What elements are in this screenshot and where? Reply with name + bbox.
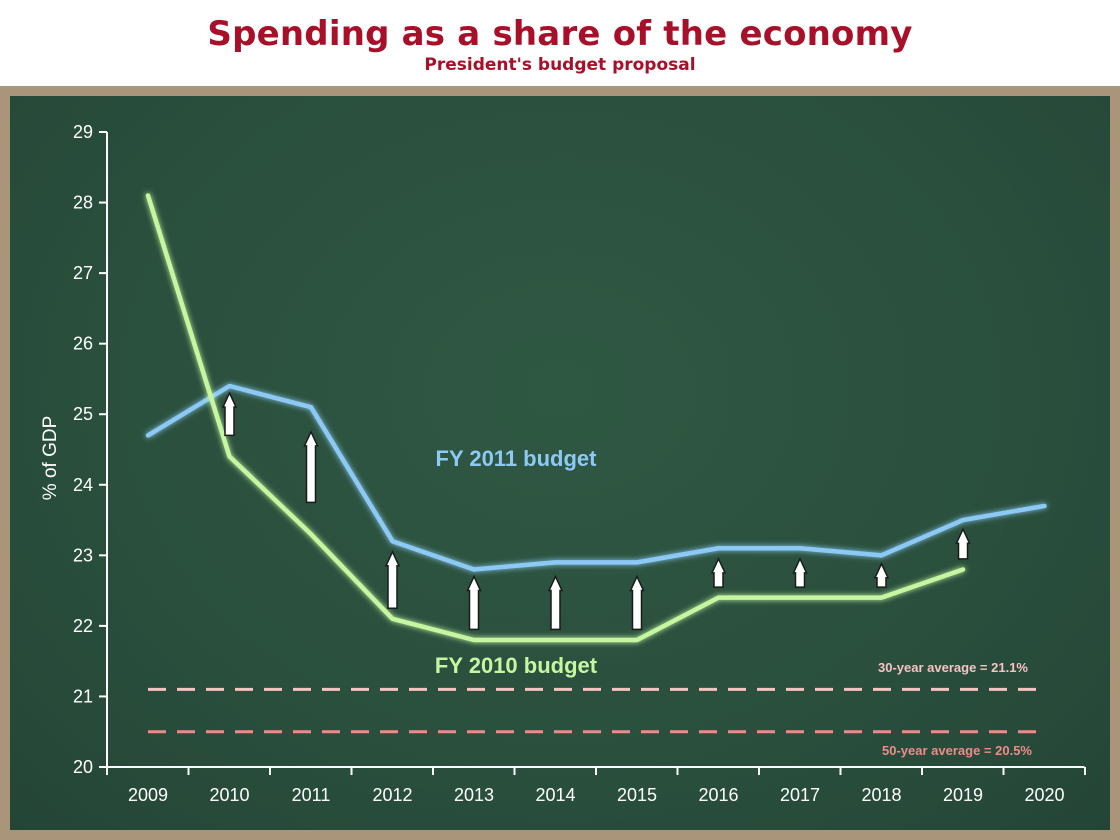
y-tick-label: 26 xyxy=(73,334,93,354)
series-label-fy2010: FY 2010 budget xyxy=(435,653,598,678)
chart-title: Spending as a share of the economy xyxy=(207,14,913,54)
chart-axes: 20 21 22 23 24 25 26 27 28 29 2009 2010 2011 2012 2013… xyxy=(73,122,1086,805)
series-point xyxy=(391,539,394,543)
y-tick-label: 27 xyxy=(73,263,93,283)
y-tick-label: 22 xyxy=(73,616,93,636)
series-point xyxy=(880,596,883,600)
x-tick-label: 2012 xyxy=(372,785,412,805)
up-arrow-icon xyxy=(629,574,645,631)
x-tick-label: 2013 xyxy=(454,785,494,805)
x-tick-label: 2015 xyxy=(617,785,657,805)
series-point xyxy=(635,560,639,564)
up-arrow-icon xyxy=(955,527,971,560)
avg-50-label: 50-year average = 20.5% xyxy=(882,743,1032,758)
up-arrow-icon xyxy=(466,574,482,631)
chart-subtitle: President's budget proposal xyxy=(424,55,696,75)
x-tick-label: 2010 xyxy=(209,785,249,805)
up-arrow-icon xyxy=(710,557,727,588)
series-labels: % of GDP FY 2011 budget FY 2010 budget 3… xyxy=(40,416,1032,758)
up-arrow-icon xyxy=(303,430,319,504)
series-line-fy2010 xyxy=(145,193,966,643)
series-point xyxy=(554,560,557,564)
series-point xyxy=(961,567,965,571)
up-arrow-icon xyxy=(547,574,564,631)
series-point xyxy=(228,455,231,459)
change-arrows xyxy=(221,391,971,631)
series-point xyxy=(717,546,720,550)
reference-lines xyxy=(148,687,1045,734)
series-point xyxy=(472,638,476,642)
series-point xyxy=(309,532,313,536)
chalkboard xyxy=(10,96,1110,830)
series-point xyxy=(146,433,150,437)
series-point xyxy=(472,567,476,571)
up-arrow-icon xyxy=(873,562,890,588)
up-arrow-icon xyxy=(384,550,401,609)
series-lines xyxy=(145,193,1047,643)
series-point xyxy=(961,518,965,522)
y-tick-label: 20 xyxy=(73,757,93,777)
x-tick-label: 2009 xyxy=(128,785,168,805)
avg-30-label: 30-year average = 21.1% xyxy=(878,660,1028,675)
chalkboard-frame xyxy=(0,86,1120,840)
series-point xyxy=(798,546,802,550)
series-point xyxy=(880,553,883,557)
series-point xyxy=(391,617,394,621)
series-point xyxy=(635,638,639,642)
chart-header: Spending as a share of the economy Presi… xyxy=(0,0,1120,86)
y-axis-title: % of GDP xyxy=(40,416,61,500)
x-tick-label: 2020 xyxy=(1024,785,1064,805)
x-tick-label: 2018 xyxy=(861,785,901,805)
series-point xyxy=(554,638,557,642)
y-tick-label: 21 xyxy=(73,686,93,706)
series-point xyxy=(146,194,150,197)
x-tick-label: 2014 xyxy=(535,785,575,805)
y-tick-label: 24 xyxy=(73,475,93,495)
up-arrow-icon xyxy=(221,391,238,437)
x-tick-label: 2017 xyxy=(780,785,820,805)
x-tick-label: 2011 xyxy=(292,785,331,805)
y-tick-label: 23 xyxy=(73,545,93,565)
y-tick-label: 25 xyxy=(73,404,93,424)
series-label-fy2011: FY 2011 budget xyxy=(436,446,598,471)
up-arrow-icon xyxy=(792,557,808,588)
series-point xyxy=(228,384,231,388)
series-line-fy2011 xyxy=(145,383,1047,572)
x-tick-label: 2016 xyxy=(698,785,738,805)
x-tick-label: 2019 xyxy=(943,785,983,805)
series-point xyxy=(798,596,802,600)
y-tick-label: 28 xyxy=(73,193,93,213)
series-point xyxy=(1043,504,1046,508)
y-tick-label: 29 xyxy=(73,122,93,142)
series-point xyxy=(309,405,313,409)
series-point xyxy=(717,596,720,600)
